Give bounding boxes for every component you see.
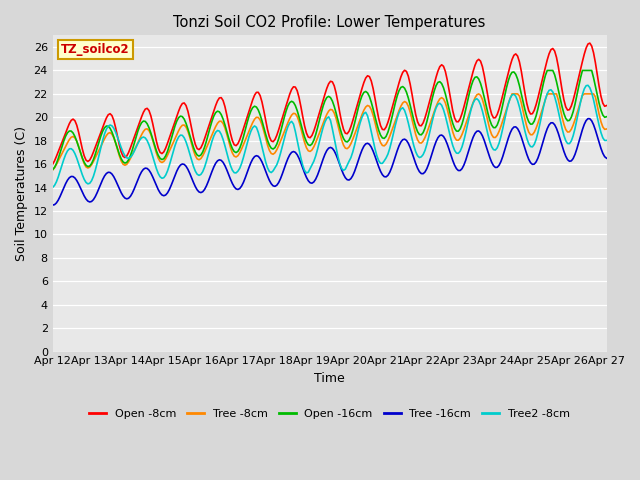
Tree -8cm bbox=[553, 91, 561, 97]
Title: Tonzi Soil CO2 Profile: Lower Temperatures: Tonzi Soil CO2 Profile: Lower Temperatur… bbox=[173, 15, 486, 30]
Open -8cm bbox=[551, 48, 559, 54]
Open -16cm bbox=[51, 165, 58, 170]
Tree2 -8cm bbox=[603, 138, 611, 144]
Line: Tree2 -8cm: Tree2 -8cm bbox=[52, 85, 607, 187]
Line: Open -8cm: Open -8cm bbox=[52, 43, 607, 164]
Open -8cm bbox=[603, 103, 611, 108]
Open -16cm bbox=[49, 167, 56, 172]
X-axis label: Time: Time bbox=[314, 372, 345, 385]
Tree2 -8cm bbox=[378, 160, 386, 166]
Open -16cm bbox=[543, 68, 551, 73]
Legend: Open -8cm, Tree -8cm, Open -16cm, Tree -16cm, Tree2 -8cm: Open -8cm, Tree -8cm, Open -16cm, Tree -… bbox=[85, 405, 574, 423]
Tree2 -8cm bbox=[584, 83, 592, 88]
Open -16cm bbox=[388, 116, 396, 121]
Tree2 -8cm bbox=[49, 184, 56, 190]
Text: TZ_soilco2: TZ_soilco2 bbox=[61, 43, 129, 56]
Open -16cm bbox=[603, 114, 611, 120]
Tree -16cm bbox=[516, 129, 524, 135]
Open -8cm bbox=[51, 158, 58, 164]
Tree -8cm bbox=[388, 128, 396, 134]
Open -8cm bbox=[516, 59, 524, 65]
Tree -16cm bbox=[377, 168, 385, 174]
Open -16cm bbox=[553, 79, 561, 84]
Line: Tree -8cm: Tree -8cm bbox=[52, 94, 607, 170]
Open -8cm bbox=[377, 122, 385, 128]
Tree2 -8cm bbox=[551, 94, 559, 99]
Line: Open -16cm: Open -16cm bbox=[52, 71, 607, 169]
Tree -8cm bbox=[603, 126, 611, 132]
Y-axis label: Soil Temperatures (C): Soil Temperatures (C) bbox=[15, 126, 28, 261]
Tree -16cm bbox=[584, 116, 592, 121]
Tree -16cm bbox=[603, 156, 611, 161]
Open -8cm bbox=[378, 127, 386, 132]
Tree -8cm bbox=[377, 140, 385, 145]
Tree -8cm bbox=[378, 143, 386, 148]
Tree -16cm bbox=[388, 165, 396, 170]
Open -8cm bbox=[586, 40, 594, 46]
Tree2 -8cm bbox=[377, 160, 385, 166]
Tree -8cm bbox=[475, 91, 483, 97]
Tree -16cm bbox=[49, 202, 56, 208]
Open -8cm bbox=[49, 161, 56, 167]
Open -16cm bbox=[377, 132, 385, 138]
Open -8cm bbox=[388, 107, 396, 112]
Open -16cm bbox=[378, 135, 386, 141]
Tree -8cm bbox=[51, 165, 58, 170]
Tree2 -8cm bbox=[51, 182, 58, 188]
Line: Tree -16cm: Tree -16cm bbox=[52, 119, 607, 205]
Tree -16cm bbox=[51, 202, 58, 207]
Tree -8cm bbox=[518, 100, 525, 106]
Open -16cm bbox=[516, 83, 524, 89]
Tree -16cm bbox=[551, 122, 559, 128]
Tree -16cm bbox=[378, 172, 386, 178]
Tree2 -8cm bbox=[516, 104, 524, 110]
Tree2 -8cm bbox=[388, 138, 396, 144]
Tree -8cm bbox=[49, 167, 56, 173]
